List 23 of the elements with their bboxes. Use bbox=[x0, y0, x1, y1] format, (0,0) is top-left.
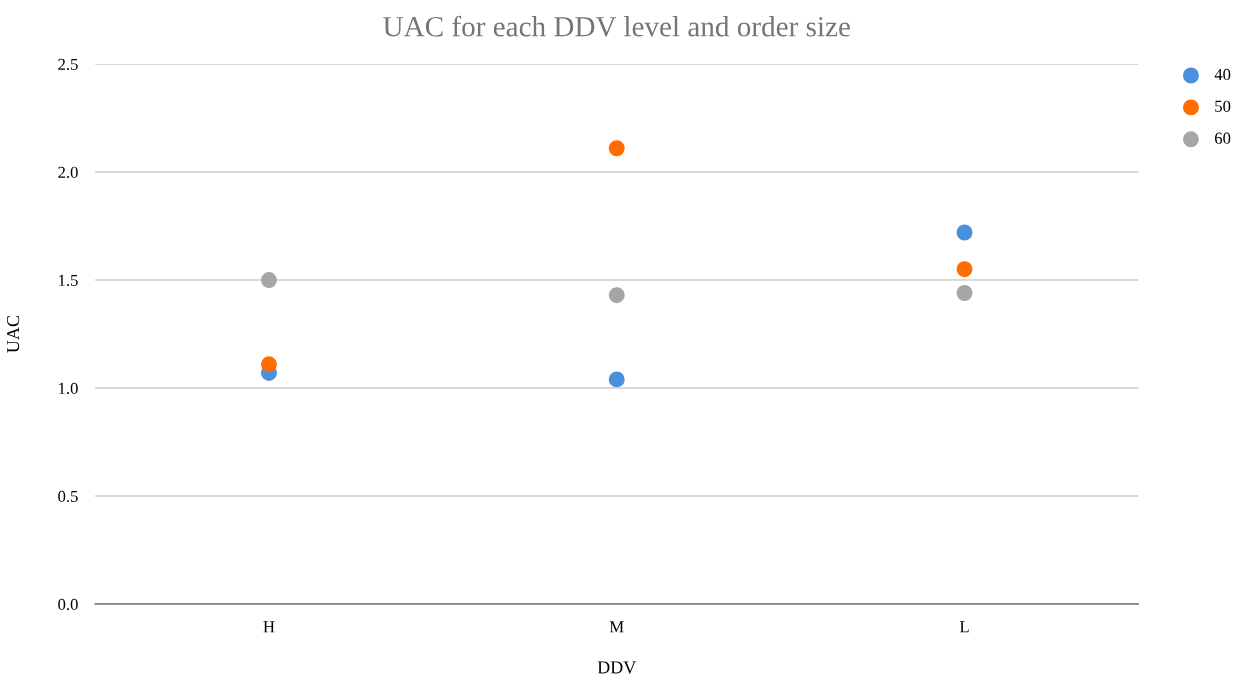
x-axis-title: DDV bbox=[597, 661, 637, 674]
point bbox=[260, 272, 277, 289]
point bbox=[608, 140, 625, 157]
point bbox=[956, 224, 973, 241]
y-axis-title: UAC bbox=[7, 315, 20, 353]
x-tick-label: L bbox=[959, 621, 969, 633]
point bbox=[608, 287, 625, 304]
x-tick-label: H bbox=[263, 621, 275, 633]
y-tick-label: 2.5 bbox=[58, 58, 78, 71]
legend-label: 50 bbox=[1215, 100, 1231, 112]
point bbox=[956, 285, 973, 301]
x-tick-label: M bbox=[609, 621, 624, 633]
point bbox=[260, 356, 277, 373]
point bbox=[608, 371, 625, 388]
y-tick-label: 0.5 bbox=[58, 490, 78, 503]
y-tick-label: 1.5 bbox=[59, 274, 78, 287]
y-tick-label: 2.0 bbox=[58, 166, 78, 179]
y-tick-label: 0.0 bbox=[58, 598, 78, 611]
point bbox=[956, 261, 973, 278]
chart-title: UAC for each DDV level and order size bbox=[383, 15, 850, 37]
y-tick-label: 1.0 bbox=[59, 382, 78, 395]
legend-label: 60 bbox=[1214, 132, 1231, 144]
legend-label: 40 bbox=[1214, 68, 1231, 81]
